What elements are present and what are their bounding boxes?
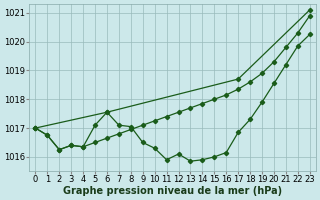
- X-axis label: Graphe pression niveau de la mer (hPa): Graphe pression niveau de la mer (hPa): [63, 186, 282, 196]
